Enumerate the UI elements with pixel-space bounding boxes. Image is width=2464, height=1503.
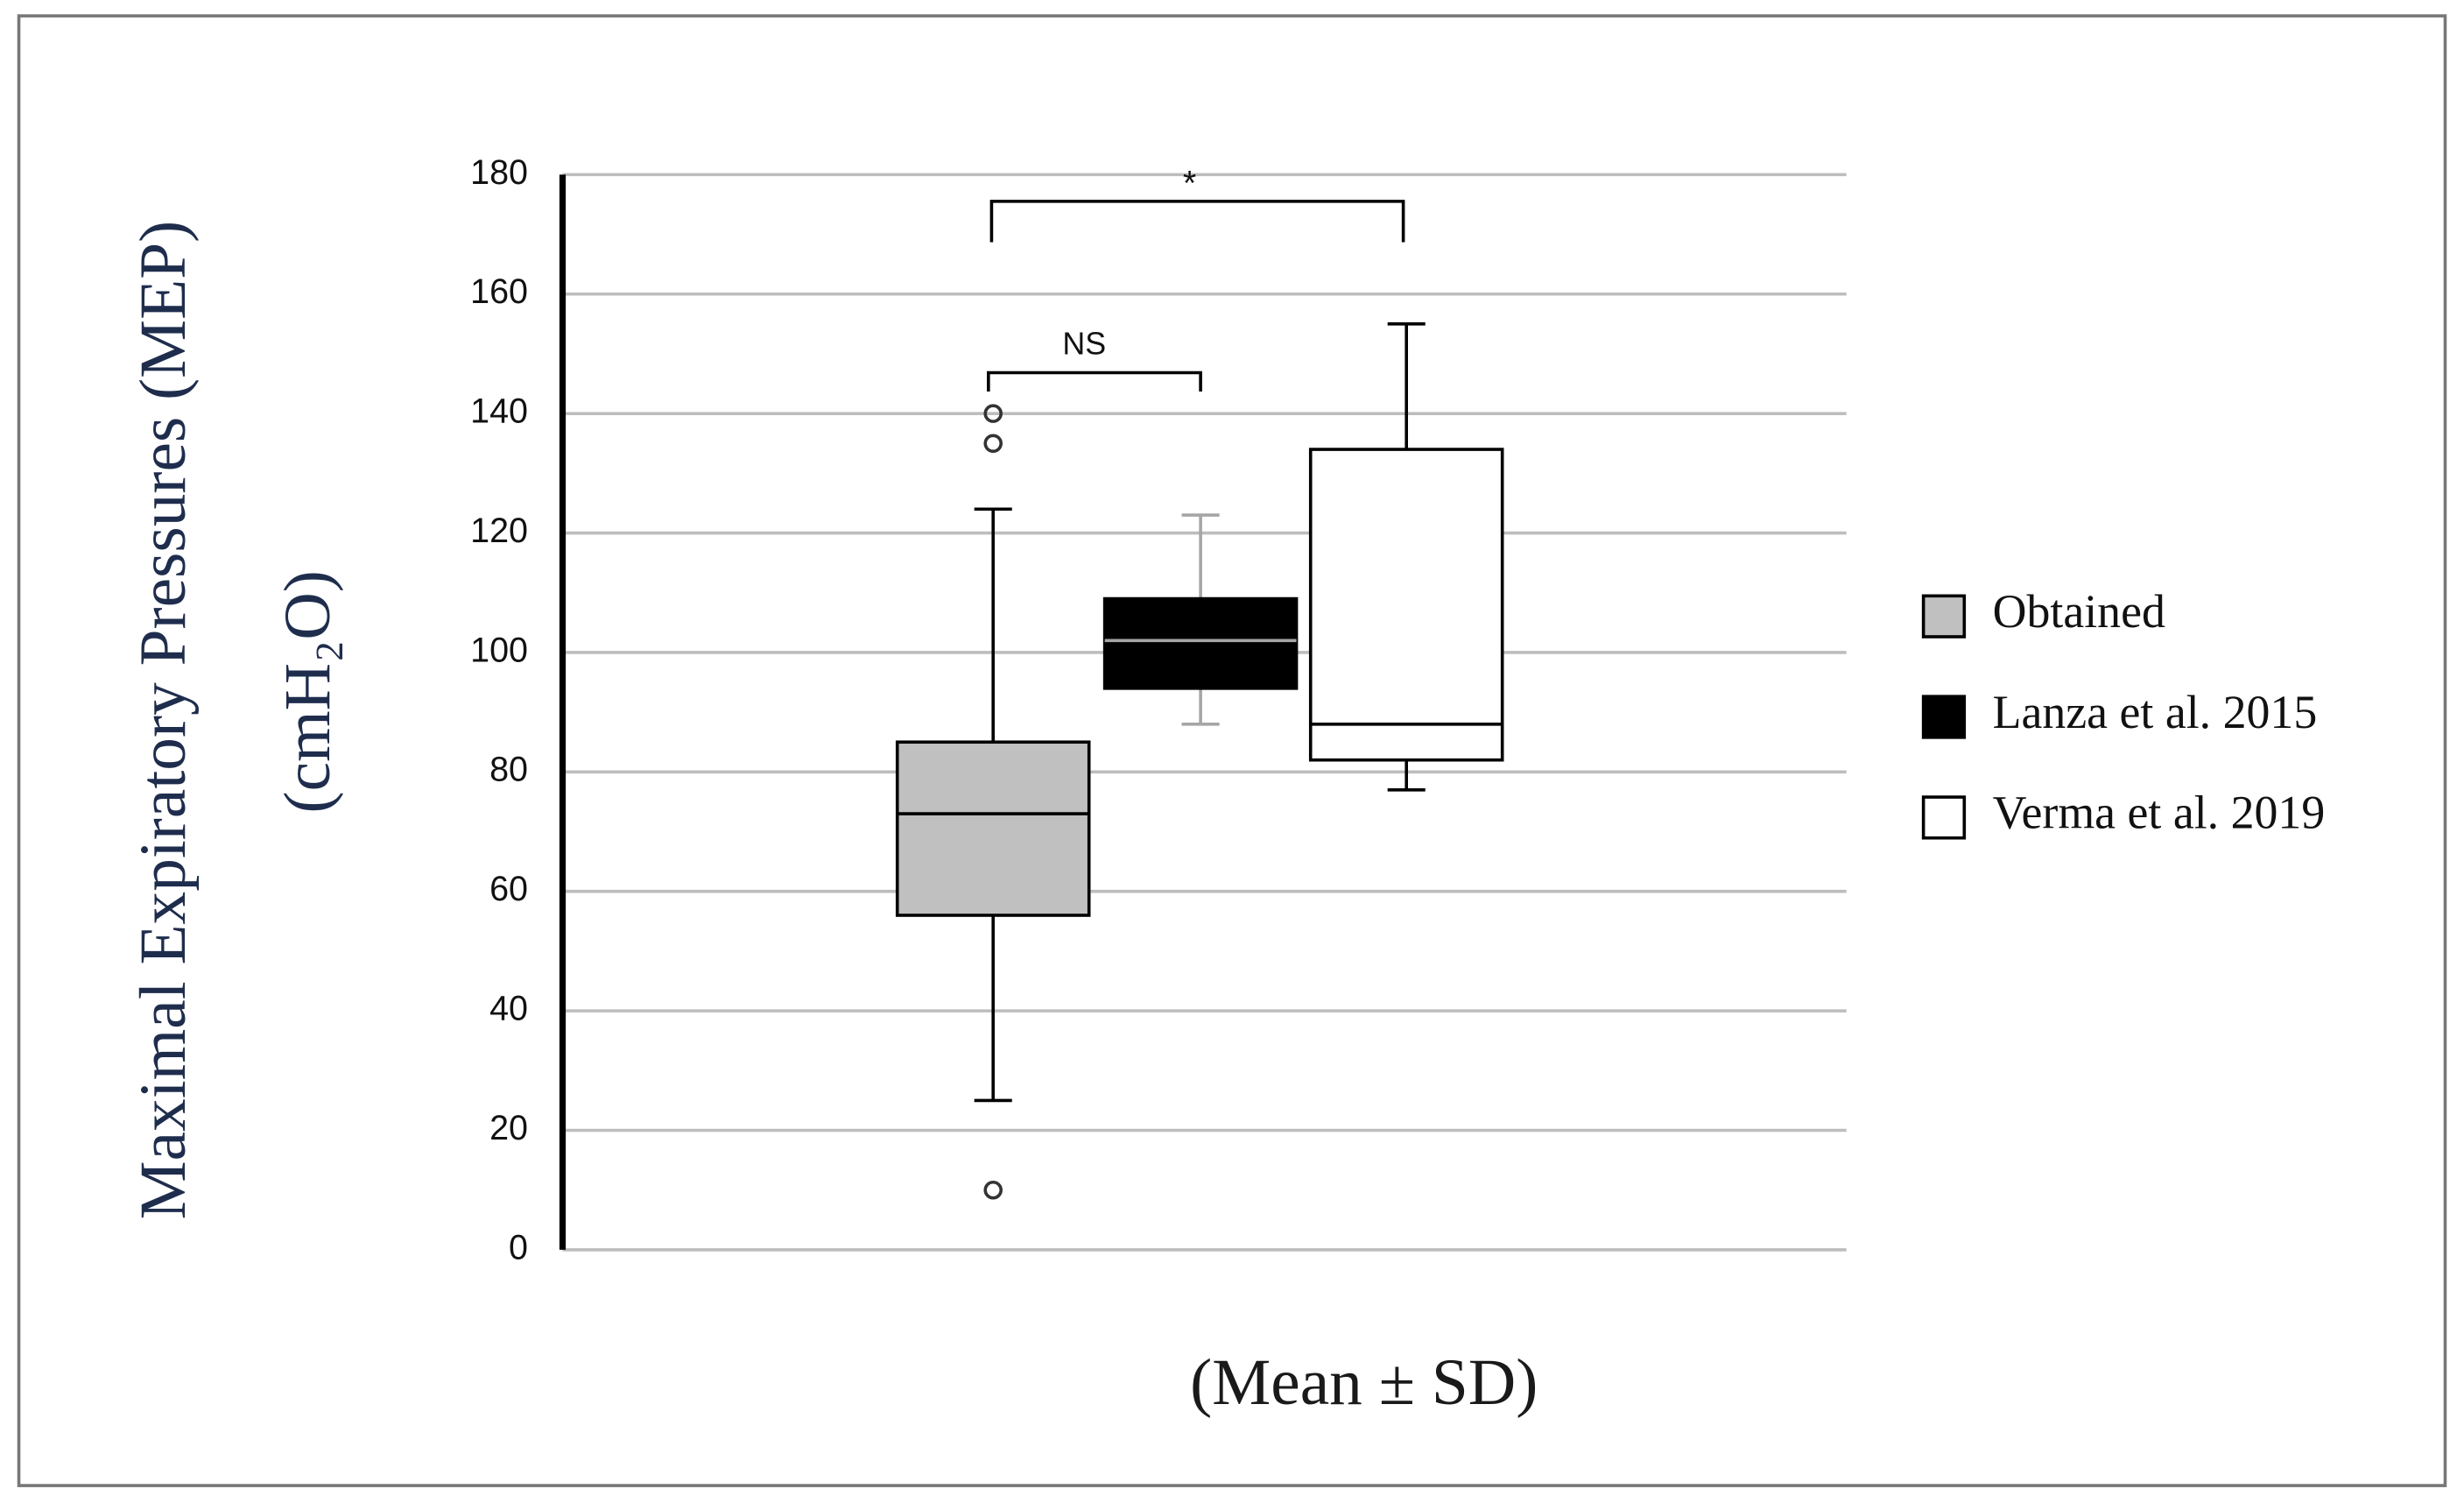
outlier <box>983 434 1003 454</box>
y-tick-label: 120 <box>470 512 528 550</box>
bracket <box>989 200 1405 243</box>
y-tick-label: 160 <box>470 272 528 311</box>
legend-swatch <box>1921 795 1967 840</box>
y-axis-label: Maximal Expiratory Pressures (MEP) <box>127 221 200 1220</box>
legend-label: Lanza et al. 2015 <box>1993 686 2318 738</box>
y-tick-label: 80 <box>489 751 528 789</box>
y-tick-label: 60 <box>489 870 528 908</box>
annotation: * <box>1183 164 1196 202</box>
box <box>1308 448 1504 762</box>
box <box>895 740 1091 917</box>
legend-swatch <box>1921 695 1967 739</box>
legend-swatch <box>1921 594 1967 639</box>
y-tick-label: 100 <box>470 631 528 669</box>
y-tick-label: 40 <box>489 990 528 1028</box>
y-tick-label: 140 <box>470 392 528 431</box>
y-tick-label: 0 <box>509 1228 528 1267</box>
outlier <box>983 404 1003 423</box>
x-axis-label: (Mean ± SD) <box>1190 1346 1538 1419</box>
outlier <box>983 1180 1003 1200</box>
annotation: NS <box>1062 326 1106 361</box>
box <box>1102 596 1299 690</box>
y-tick-label: 180 <box>470 153 528 192</box>
frame <box>17 14 2447 1487</box>
y-tick-label: 20 <box>489 1109 528 1147</box>
y-axis-label: (cmH₂O) <box>271 570 344 813</box>
legend-label: Obtained <box>1993 585 2165 638</box>
legend-label: Verma et al. 2019 <box>1993 787 2326 839</box>
bracket <box>987 370 1202 392</box>
